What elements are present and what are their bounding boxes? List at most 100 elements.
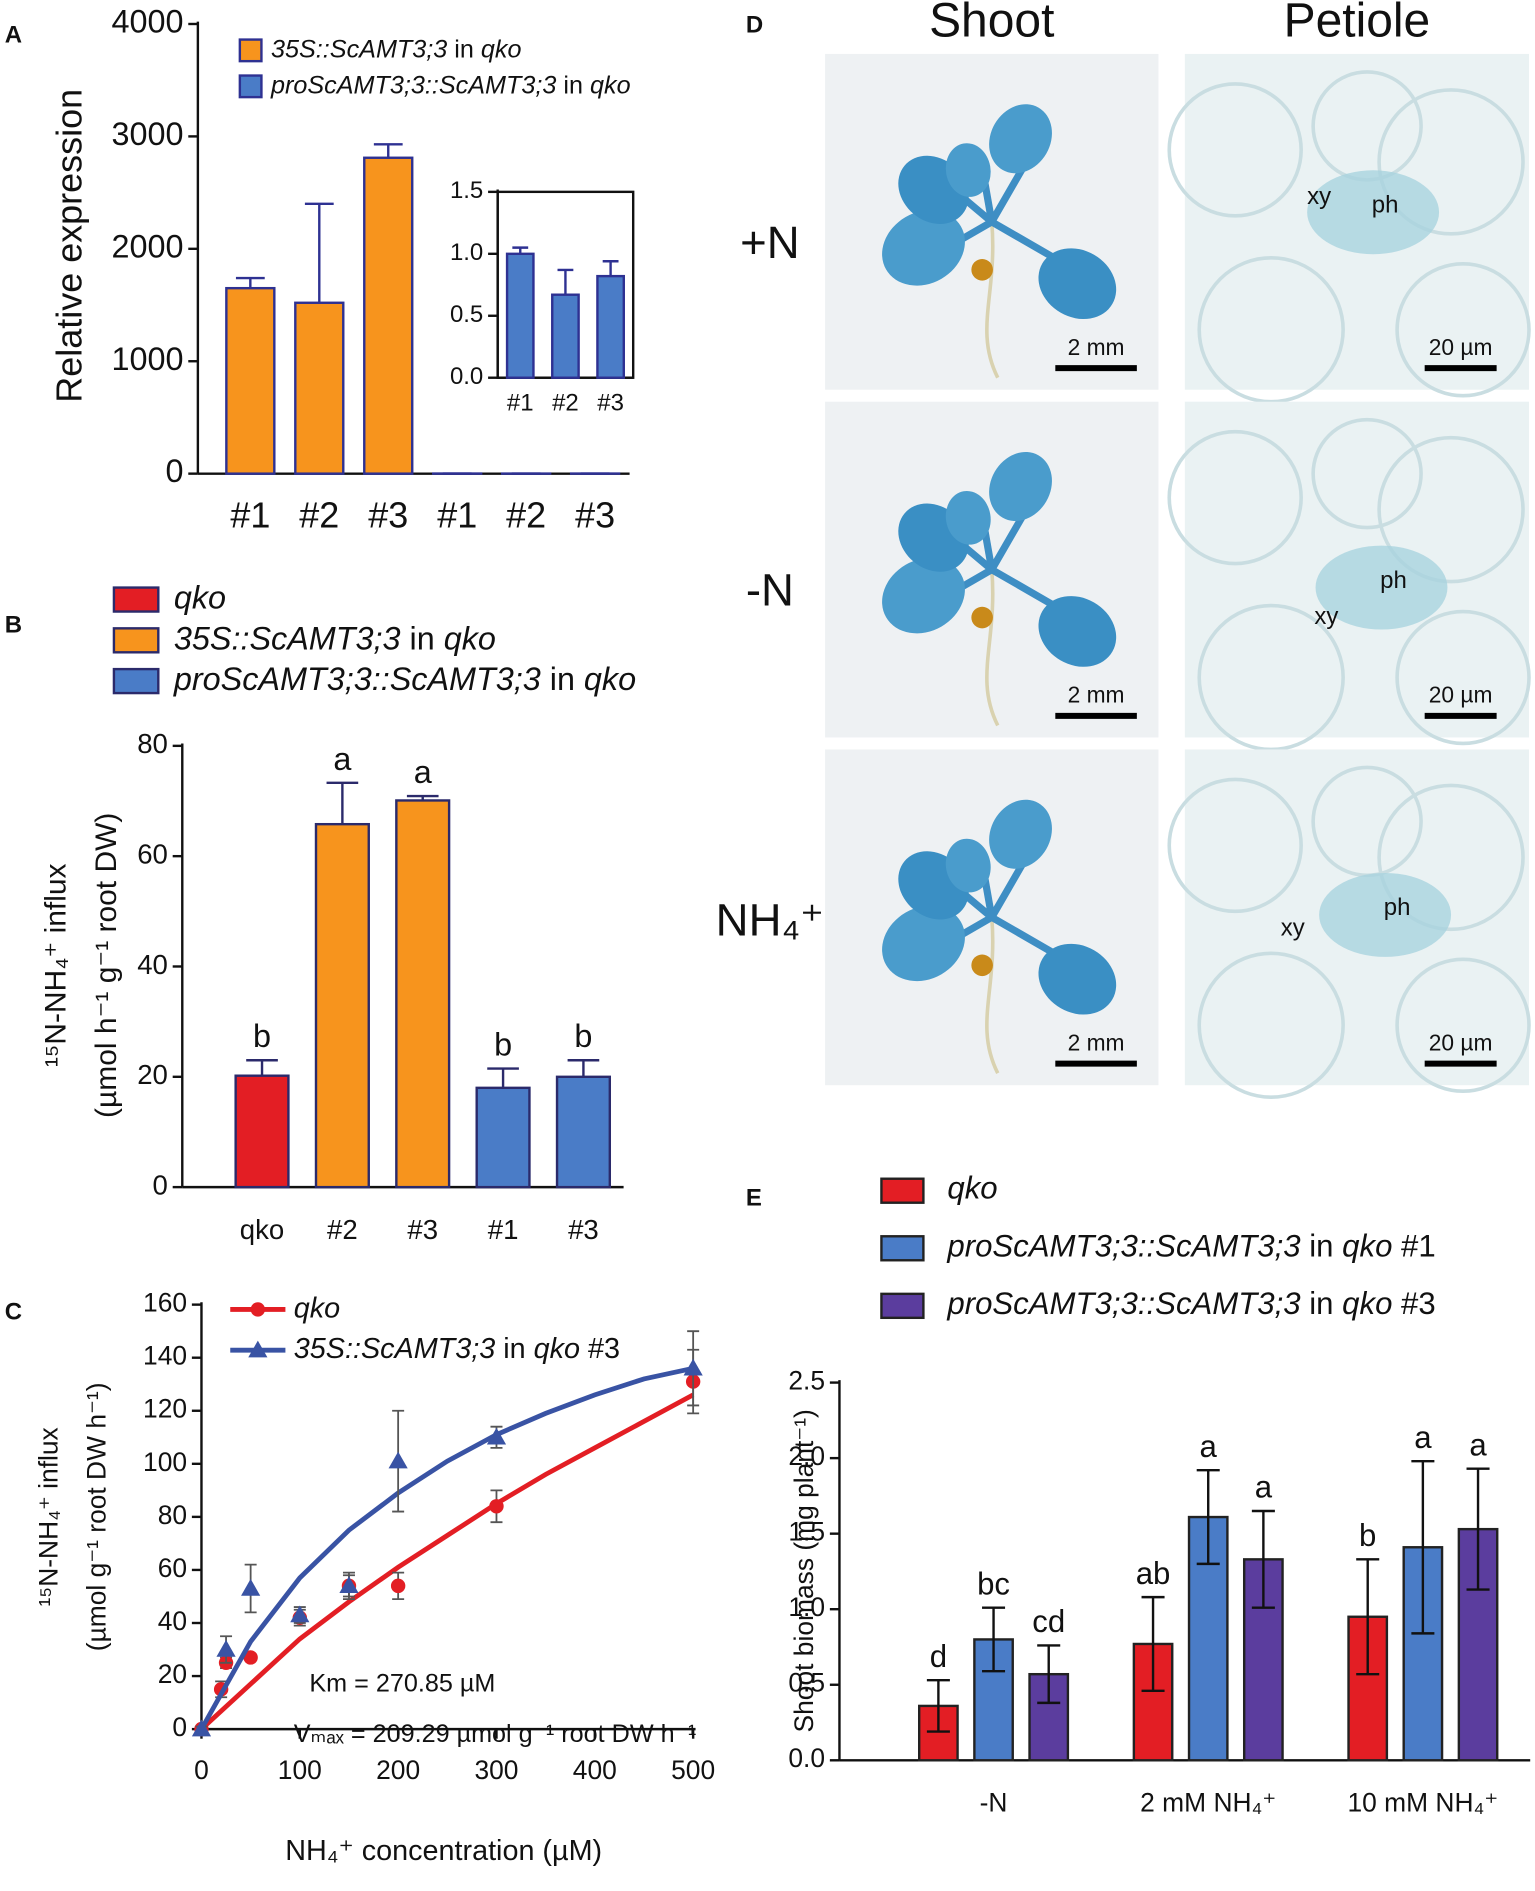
x-tick-label: -N (980, 1788, 1008, 1818)
error-bar (373, 143, 403, 158)
data-point (339, 1576, 359, 1594)
y-tick-label: 3000 (111, 116, 183, 152)
significance-letter: bc (977, 1566, 1010, 1601)
scale-bar-label: 20 µm (1429, 334, 1493, 360)
root (985, 569, 1000, 727)
error-bar (304, 202, 334, 303)
tissue-label: xy (1281, 915, 1305, 942)
x-axis-label: NH₄⁺ concentration (µM) (285, 1835, 602, 1867)
text-span: qko (481, 35, 522, 63)
leaf (989, 799, 1052, 869)
legend-label: proScAMT3;3::ScAMT3;3 in qko #3 (946, 1286, 1435, 1321)
y-tick-label: 40 (137, 949, 168, 980)
data-point (243, 1650, 258, 1665)
error-bar (1466, 1467, 1490, 1591)
cell (1377, 435, 1525, 584)
text-span: 35S::ScAMT3;3 (294, 1333, 495, 1365)
cell (1167, 82, 1303, 218)
text-span: in (1301, 1286, 1343, 1321)
significance-letter: d (930, 1639, 947, 1674)
y-axis-label: (µmol g⁻¹ root DW h⁻¹) (81, 1383, 111, 1652)
y-tick-label: 0.5 (450, 301, 483, 328)
x-tick-label: #1 (437, 495, 477, 536)
text-span: qko (1342, 1286, 1392, 1321)
scale-bar-label: 2 mm (1068, 682, 1125, 708)
text-span: qko (534, 1333, 580, 1365)
text-span: qko (947, 1171, 997, 1206)
tissue-label: ph (1372, 192, 1399, 219)
y-tick-label: 1.0 (788, 1592, 825, 1622)
x-tick-label: #2 (327, 1214, 358, 1245)
x-tick-label: qko (240, 1214, 284, 1245)
cell (1395, 609, 1531, 746)
text-span: in (556, 71, 590, 99)
x-tick-label: 400 (573, 1755, 617, 1785)
significance-letter: b (253, 1018, 271, 1054)
seed-coat (971, 259, 993, 281)
cell (1167, 429, 1303, 566)
tissue-label: ph (1380, 567, 1407, 594)
scale-bar-label: 20 µm (1429, 1029, 1493, 1055)
legend-swatch (112, 667, 160, 695)
y-axis-label: ¹⁵N-NH₄⁺ influx (33, 1427, 63, 1606)
scale-bar-label: 2 mm (1068, 334, 1125, 360)
y-tick-label: 2.5 (788, 1366, 825, 1396)
legend-label: proScAMT3;3::ScAMT3;3 in qko (173, 661, 636, 697)
error-bar (982, 1606, 1006, 1673)
y-tick-label: 0.5 (788, 1668, 825, 1698)
legend-label: qko (947, 1171, 997, 1206)
error-bar (567, 1059, 600, 1077)
text-span: proScAMT3;3::ScAMT3;3 (270, 71, 556, 99)
leaf (882, 210, 965, 286)
error-bar (557, 268, 574, 295)
text-span: #3 (1392, 1286, 1435, 1321)
panel-letter: D (746, 12, 763, 39)
bar (973, 1638, 1014, 1762)
legend-swatch (238, 38, 263, 63)
tissue-label: xy (1314, 603, 1338, 630)
y-tick-label: 60 (137, 838, 168, 869)
root (985, 221, 1000, 379)
legend-label: proScAMT3;3::ScAMT3;3 in qko #1 (946, 1229, 1435, 1264)
legend-swatch (238, 74, 263, 99)
y-tick-label: 160 (143, 1288, 187, 1318)
y-tick-label: 80 (158, 1500, 187, 1530)
cell (1311, 417, 1423, 530)
significance-letter: cd (1032, 1604, 1065, 1639)
y-axis-label: Relative expression (48, 89, 89, 403)
scale-bar-label: 2 mm (1068, 1029, 1125, 1055)
panel-letter: C (5, 1298, 22, 1325)
error-bar (1411, 1459, 1435, 1635)
panel-letter: B (5, 611, 22, 638)
significance-letter: a (1469, 1427, 1487, 1462)
tissue-label: xy (1307, 183, 1331, 210)
bar (225, 286, 276, 475)
row-label: +N (740, 217, 800, 268)
x-tick-label: 500 (671, 1755, 715, 1785)
significance-letter: ab (1136, 1556, 1171, 1591)
y-tick-label: 0.0 (450, 363, 483, 390)
y-axis-label: (µmol h⁻¹ g⁻¹ root DW) (90, 813, 123, 1118)
leaf (989, 451, 1052, 522)
legend-label: 35S::ScAMT3;3 in qko (271, 35, 521, 63)
phloem-tissue (1315, 545, 1448, 630)
y-tick-label: 1.5 (788, 1517, 825, 1547)
text-span: in (1301, 1229, 1343, 1264)
x-tick-label: #2 (552, 389, 579, 416)
significance-letter: a (333, 741, 351, 777)
x-tick-label: 2 mM NH₄⁺ (1140, 1788, 1276, 1818)
tissue-label: ph (1384, 894, 1411, 921)
error-bar (326, 781, 359, 825)
leaf (882, 905, 965, 982)
x-tick-label: #3 (597, 389, 624, 416)
column-heading: Petiole (1284, 0, 1431, 48)
y-tick-label: 1000 (111, 341, 183, 377)
data-point (241, 1578, 261, 1596)
legend-label: qko (294, 1292, 340, 1324)
text-span: #3 (580, 1333, 620, 1365)
y-tick-label: 0 (153, 1169, 168, 1200)
error-bar (1196, 1469, 1220, 1566)
error-bar (926, 1679, 950, 1733)
text-span: proScAMT3;3::ScAMT3;3 (946, 1286, 1301, 1321)
